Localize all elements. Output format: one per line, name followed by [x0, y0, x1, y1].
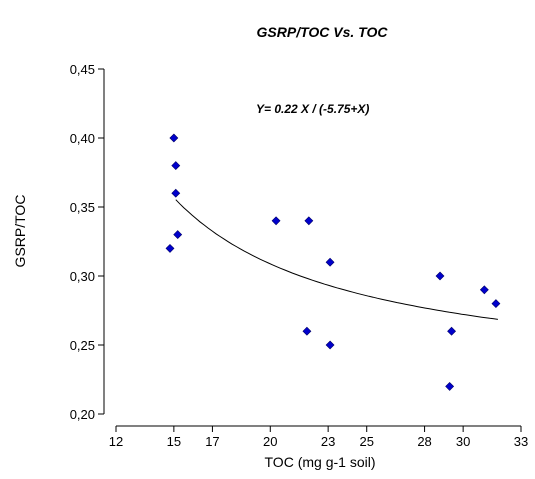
x-tick-label: 23: [321, 434, 335, 449]
y-axis-label: GSRP/TOC: [12, 195, 28, 268]
data-point: [171, 161, 181, 171]
data-point: [302, 326, 312, 336]
x-tick-label: 15: [167, 434, 181, 449]
data-point: [447, 326, 456, 336]
fit-layer: [175, 199, 498, 320]
y-tick-label: 0,35: [70, 200, 95, 215]
y-tick-label: 0,40: [70, 131, 95, 146]
x-tick-label: 28: [417, 434, 431, 449]
y-tick-label: 0,20: [70, 407, 95, 422]
data-point: [304, 216, 314, 226]
data-point: [479, 285, 489, 295]
data-point: [325, 257, 335, 267]
data-point: [325, 340, 335, 350]
x-tick-label: 20: [263, 434, 277, 449]
x-tick-label: 33: [514, 434, 528, 449]
data-point: [165, 243, 175, 253]
fit-equation: Y= 0.22 X / (-5.75+X): [256, 102, 369, 116]
x-tick-label: 17: [205, 434, 219, 449]
chart-title: GSRP/TOC Vs. TOC: [257, 24, 389, 40]
y-tick-label: 0,45: [70, 62, 95, 77]
y-tick-label: 0,25: [70, 338, 95, 353]
fit-curve: [175, 199, 498, 320]
data-point: [171, 188, 181, 198]
data-point: [173, 230, 183, 240]
y-tick-label: 0,30: [70, 269, 95, 284]
data-point: [271, 216, 281, 226]
x-tick-label: 30: [456, 434, 470, 449]
x-tick-label: 25: [359, 434, 373, 449]
data-point: [169, 133, 179, 143]
axes: 0,20 0,25 0,30 0,35 0,40 0,45 12 15 17 20 23 25 28 30…: [70, 62, 529, 449]
data-point: [491, 299, 501, 309]
data-point: [435, 271, 445, 281]
x-tick-label: 12: [109, 434, 123, 449]
x-axis-label: TOC (mg g-1 soil): [265, 454, 376, 470]
data-point: [445, 381, 455, 391]
data-points: [165, 133, 501, 391]
